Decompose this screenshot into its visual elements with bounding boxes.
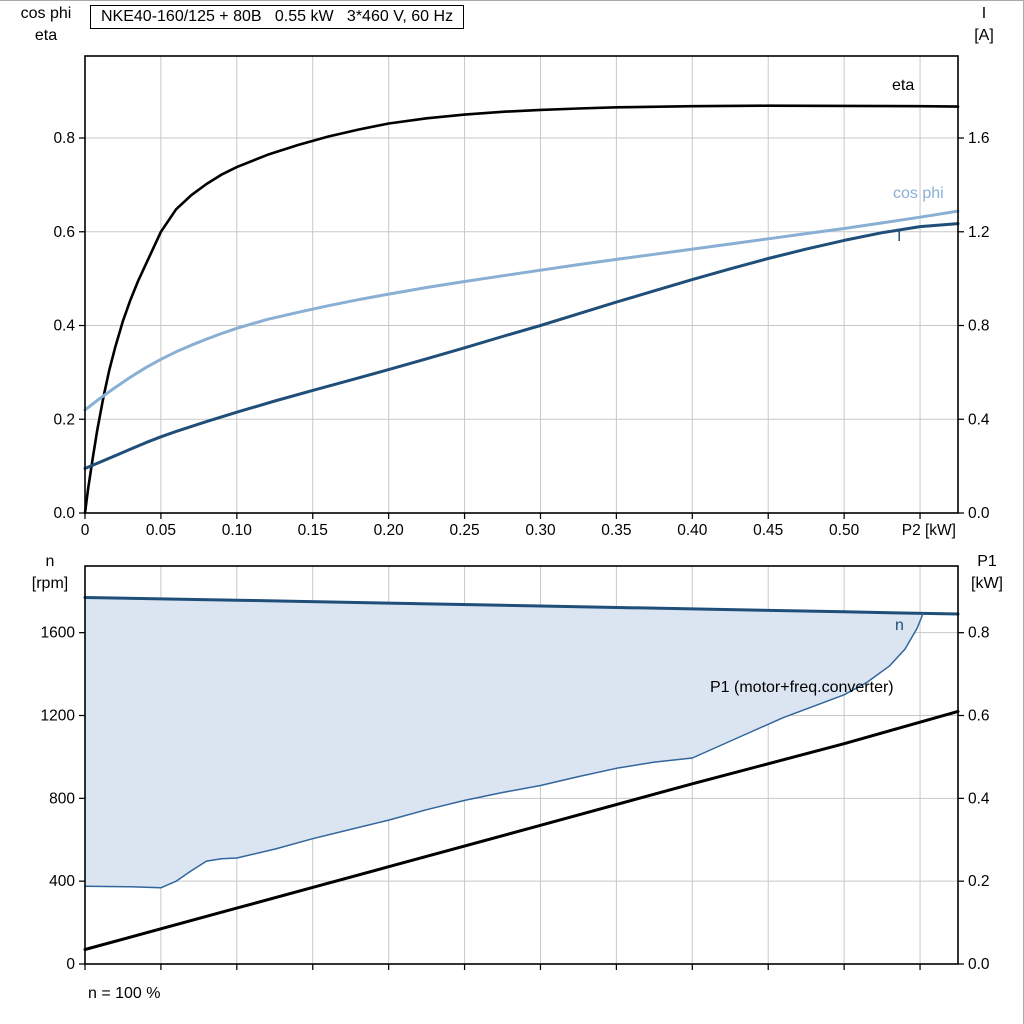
speed-curve-label: n [895,617,904,634]
lower-right-axis-title: P1 [kW] [954,551,1020,595]
x-tick-label: 0.05 [146,522,176,539]
x-tick-label: 0.45 [753,522,783,539]
curve-n_min [84,612,924,889]
plot-border [84,565,959,965]
upper-right-axis-line1: I [981,5,987,22]
y-left-tick-label: 0 [66,956,75,973]
lower-chart-canvas: 0 400 800 1200 1600 0.0 0.2 0.4 0.6 0.8 [41,565,990,973]
x-tick-label: 0.25 [449,522,479,539]
y-right-tick-label: 1.2 [968,224,990,241]
x-tick-label: 0.10 [222,522,253,539]
lower-right-axis-line2: [kW] [971,575,1003,592]
lower-left-axis-title: n [rpm] [12,551,88,595]
curve-n [83,596,960,616]
y-left-tick-label: 0.2 [53,411,75,428]
y-right-tick-label: 0.0 [968,956,990,973]
upper-chart-canvas: 0 0.05 0.10 0.15 0.20 0.25 0.30 0.35 0.40 0.45 0.5… [53,55,990,539]
x-tick-label: 0.30 [525,522,556,539]
eta-curve-label: eta [892,77,915,94]
curve-eta [83,104,960,515]
y-left-tick-label: 1600 [41,625,76,642]
cos-phi-curve-label: cos phi [893,185,944,202]
upper-left-axis-line1: cos phi [20,5,72,22]
y-left-tick-label: 1200 [41,708,76,725]
speed-range-band [85,597,924,888]
x-axis-unit-label: P2 [kW] [902,522,956,539]
title-box: NKE40-160/125 + 80B 0.55 kW 3*460 V, 60 … [90,5,465,29]
x-tick-label: 0.20 [374,522,405,539]
lower-left-axis-line2: [rpm] [31,575,69,592]
upper-left-axis-title: cos phi eta [6,3,86,47]
y-right-tick-label: 0.0 [968,505,990,522]
lower-right-axis-line1: P1 [977,553,997,570]
y-right-tick-label: 0.8 [968,625,990,642]
lower-left-axis-line1: n [45,553,55,570]
x-tick-label: 0.35 [601,522,631,539]
y-left-tick-label: 800 [49,790,75,807]
y-left-tick-label: 0.4 [53,318,75,335]
p1-curve-label: P1 (motor+freq.converter) [710,679,894,696]
current-curve-label: I [897,228,902,245]
curve-I [83,222,960,470]
speed-percent-note: n = 100 % [88,985,161,1002]
x-tick-label: 0.50 [829,522,860,539]
y-left-tick-label: 400 [49,873,75,890]
y-right-tick-label: 1.6 [968,130,990,147]
x-tick-label: 0.40 [677,522,708,539]
y-left-tick-label: 0.6 [53,224,75,241]
y-right-tick-label: 0.6 [968,708,990,725]
y-left-tick-label: 0.8 [53,130,75,147]
upper-left-axis-line2: eta [34,27,58,44]
curve-cosphi [83,209,960,412]
y-right-tick-label: 0.8 [968,318,990,335]
curve-P1 [83,709,960,951]
plot-border [84,55,959,514]
x-tick-label: 0 [81,522,90,539]
upper-right-axis-title: I [A] [950,3,1018,47]
y-right-tick-label: 0.4 [968,411,990,428]
y-left-tick-label: 0.0 [53,505,75,522]
upper-right-axis-line2: [A] [974,27,994,44]
y-right-tick-label: 0.2 [968,873,990,890]
x-tick-label: 0.15 [298,522,328,539]
y-right-tick-label: 0.4 [968,790,990,807]
